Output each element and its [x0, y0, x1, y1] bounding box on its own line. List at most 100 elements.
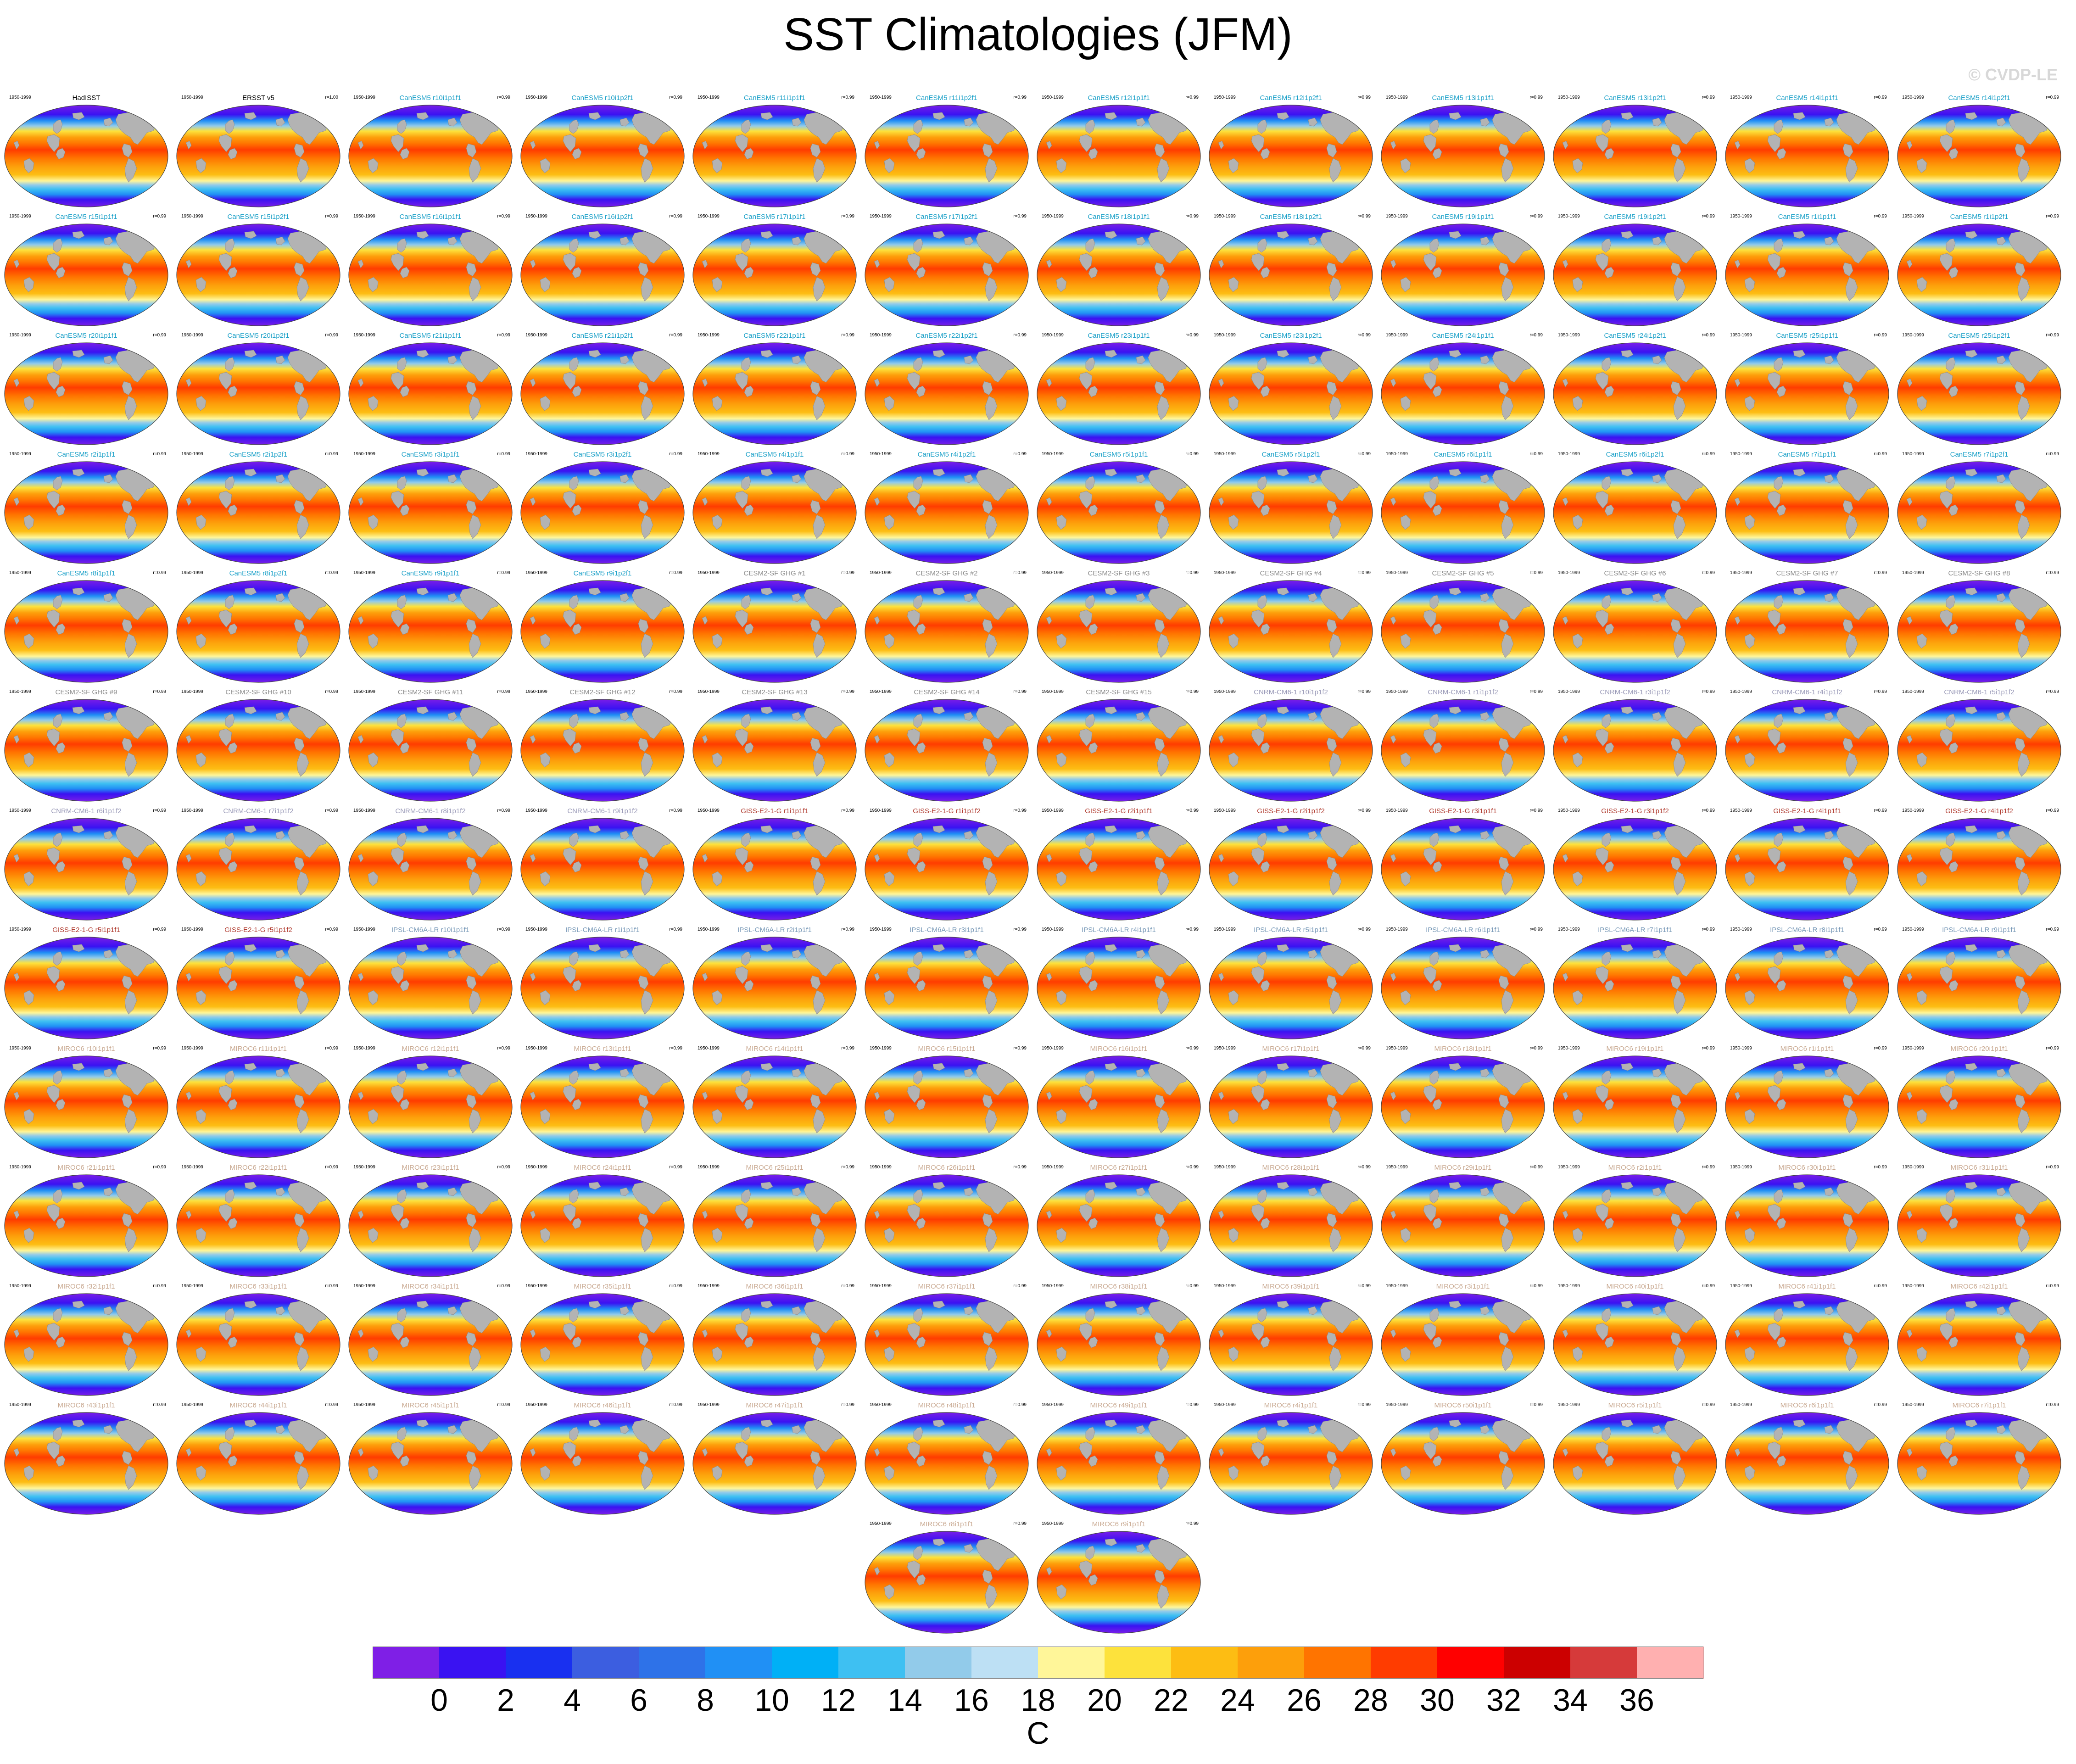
land-mask — [397, 951, 407, 966]
land-mask — [103, 474, 113, 483]
land-mask — [1329, 1465, 1342, 1490]
land-mask — [1946, 476, 1956, 491]
sst-map — [520, 699, 685, 802]
panel-correlation: r=0.99 — [325, 452, 338, 457]
land-mask — [1948, 623, 1959, 635]
land-mask — [1326, 381, 1337, 396]
panel-period-label: 1950-1999 — [698, 570, 720, 575]
panel-title: MIROC6 r11i1p1f1 — [230, 1045, 287, 1053]
map-panel: 1950-1999 MIROC6 r38i1p1f1 r=0.99 — [1036, 1283, 1201, 1397]
land-mask — [195, 633, 206, 649]
land-mask — [810, 619, 821, 633]
land-mask — [357, 735, 364, 744]
land-mask — [712, 158, 723, 173]
panel-correlation: r=0.99 — [153, 452, 166, 457]
land-mask — [913, 595, 923, 609]
panel-title: GISS-E2-1-G r2i1p1f1 — [1085, 807, 1153, 815]
land-mask — [1572, 158, 1583, 173]
land-mask — [702, 1210, 708, 1219]
sst-map — [1553, 937, 1717, 1039]
map-panel: 1950-1999 CNRM-CM6-1 r10i1p1f2 r=0.99 — [1208, 688, 1373, 803]
land-mask — [1136, 1425, 1146, 1434]
land-mask — [813, 158, 826, 183]
land-mask — [569, 238, 579, 253]
sst-map — [176, 342, 340, 445]
map-outline — [348, 1174, 513, 1277]
sst-map — [1381, 342, 1545, 445]
map-panel: 1950-1999 IPSL-CM6A-LR r4i1p1f1 r=0.99 — [1036, 926, 1201, 1041]
land-mask — [1602, 357, 1612, 372]
land-mask — [735, 728, 748, 747]
land-mask — [1136, 712, 1146, 721]
panel-title: CESM2-SF GHG #13 — [742, 688, 808, 696]
land-mask — [619, 1306, 630, 1315]
land-mask — [1996, 949, 2006, 959]
panel-correlation: r=0.99 — [1357, 95, 1371, 100]
land-mask — [56, 742, 66, 754]
map-panel: 1950-1999 CanESM5 r23i1p1f1 r=0.99 — [1036, 332, 1201, 447]
land-mask — [400, 504, 410, 516]
land-mask — [391, 966, 404, 984]
land-mask — [760, 587, 773, 596]
land-mask — [792, 949, 802, 959]
land-mask — [1774, 1308, 1784, 1323]
land-mask — [744, 267, 754, 279]
map-panel: 1950-1999 IPSL-CM6A-LR r1i1p1f1 r=0.99 — [520, 926, 685, 1041]
map-outline — [520, 461, 685, 564]
sst-map — [1897, 342, 2061, 445]
panel-period-label: 1950-1999 — [1386, 214, 1408, 219]
land-mask — [225, 832, 235, 847]
panel-period-label: 1950-1999 — [525, 689, 547, 694]
land-mask — [1429, 238, 1440, 253]
panel-title: MIROC6 r48i1p1f1 — [918, 1401, 976, 1409]
map-outline — [1209, 1174, 1373, 1277]
land-mask — [469, 1228, 481, 1252]
land-mask — [228, 980, 238, 992]
land-mask — [1845, 1228, 1858, 1252]
sst-map — [1553, 1412, 1717, 1515]
land-mask — [1228, 871, 1239, 887]
land-mask — [588, 587, 601, 596]
map-panel: 1950-1999 CanESM5 r11i1p1f1 r=0.99 — [692, 94, 857, 209]
panel-period-label: 1950-1999 — [9, 333, 31, 338]
land-mask — [1996, 1187, 2006, 1196]
land-mask — [368, 1109, 379, 1124]
map-panel: 1950-1999 CanESM5 r12i1p2f1 r=0.99 — [1208, 94, 1373, 209]
map-panel: 1950-1999 CESM2-SF GHG #14 r=0.99 — [864, 688, 1029, 803]
land-mask — [884, 1346, 895, 1362]
land-mask — [23, 1465, 34, 1481]
land-mask — [56, 385, 66, 397]
map-panel: 1950-1999 MIROC6 r5i1p1f1 r=0.99 — [1552, 1401, 1718, 1516]
map-panel: 1950-1999 HadISST — [4, 94, 169, 209]
land-mask — [1824, 355, 1834, 364]
land-mask — [1946, 714, 1956, 728]
map-panel: 1950-1999 MIROC6 r6i1p1f1 r=0.99 — [1724, 1401, 1890, 1516]
land-mask — [1793, 112, 1806, 120]
land-mask — [1916, 633, 1927, 649]
panel-period-label: 1950-1999 — [698, 689, 720, 694]
map-panel: 1950-1999 CanESM5 r21i1p2f1 r=0.99 — [520, 332, 685, 447]
panel-period-label: 1950-1999 — [1902, 1165, 1924, 1170]
land-mask — [1824, 593, 1834, 602]
map-outline — [520, 105, 685, 207]
land-mask — [569, 119, 579, 134]
panel-period-label: 1950-1999 — [1386, 570, 1408, 575]
land-mask — [641, 752, 653, 777]
land-mask — [53, 714, 63, 728]
land-mask — [1260, 742, 1270, 754]
panel-correlation: r=0.99 — [325, 333, 338, 338]
land-mask — [1562, 140, 1568, 150]
land-mask — [1604, 1217, 1614, 1229]
panel-period-label: 1950-1999 — [870, 570, 892, 575]
sst-map — [1553, 1174, 1717, 1277]
land-mask — [569, 1427, 579, 1441]
land-mask — [13, 1210, 20, 1219]
panel-period-label: 1950-1999 — [1902, 1402, 1924, 1407]
sst-map — [1209, 105, 1373, 207]
land-mask — [391, 1441, 404, 1460]
colorbar-tick-label: 14 — [887, 1683, 922, 1718]
panel-period-label: 1950-1999 — [698, 1046, 720, 1051]
sst-map — [865, 342, 1029, 445]
colorbar-tick-label: 26 — [1287, 1683, 1322, 1718]
land-mask — [2017, 1465, 2030, 1490]
